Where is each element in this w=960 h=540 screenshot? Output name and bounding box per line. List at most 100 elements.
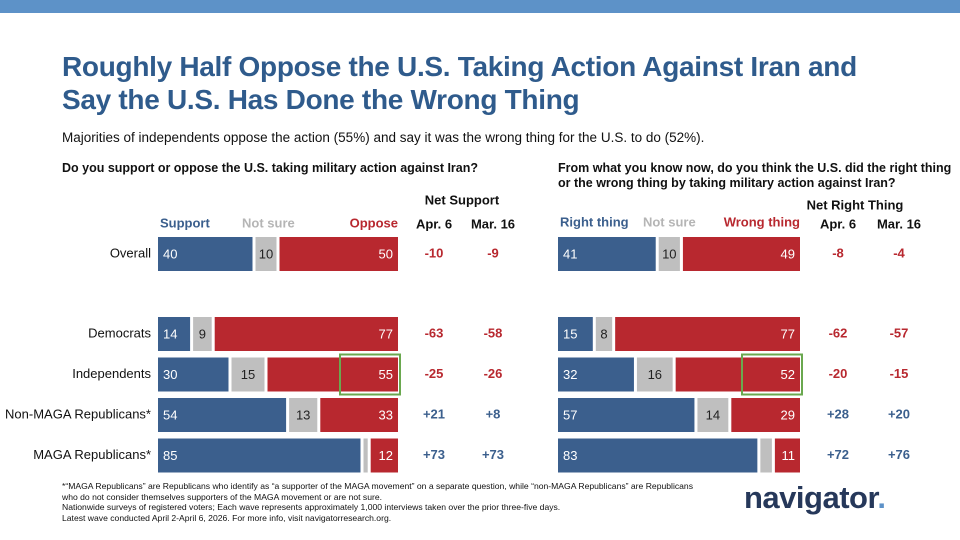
net-value: +8 bbox=[486, 406, 501, 421]
bar-segment bbox=[558, 398, 695, 432]
net-value: -58 bbox=[484, 325, 503, 340]
net-column-name: Mar. 16 bbox=[877, 216, 921, 231]
bar-label: 11 bbox=[782, 448, 796, 463]
subtitle: Majorities of independents oppose the ac… bbox=[62, 130, 705, 145]
bar-segment bbox=[279, 237, 398, 271]
net-value: +20 bbox=[888, 406, 910, 421]
footnote: Nationwide surveys of registered voters;… bbox=[62, 502, 561, 512]
bar-segment bbox=[231, 357, 265, 392]
net-value: +76 bbox=[888, 447, 910, 462]
question: Do you support or oppose the U.S. taking… bbox=[62, 161, 479, 175]
bar-label: 83 bbox=[563, 448, 577, 463]
bar-segment bbox=[558, 317, 593, 351]
bar-label: 55 bbox=[379, 367, 393, 382]
bar-label: 30 bbox=[163, 367, 177, 382]
bar-segment bbox=[636, 357, 673, 392]
bar-segment bbox=[193, 317, 212, 351]
category-label: Democrats bbox=[88, 325, 151, 340]
bar-segment bbox=[615, 317, 800, 351]
legend-label: Not sure bbox=[643, 214, 696, 229]
bar-segment bbox=[214, 317, 398, 351]
bar-label: 54 bbox=[163, 407, 177, 422]
bar-label: 15 bbox=[241, 367, 255, 382]
bar-label: 14 bbox=[163, 326, 177, 341]
logo-text: navigator bbox=[744, 480, 878, 515]
net-value: +73 bbox=[423, 447, 445, 462]
bar-segment bbox=[267, 357, 398, 392]
net-value: -10 bbox=[425, 245, 444, 260]
bar-label: 10 bbox=[662, 246, 676, 261]
legend-label: Not sure bbox=[242, 215, 295, 230]
net-column-name: Apr. 6 bbox=[416, 216, 452, 231]
bar-segment bbox=[774, 438, 800, 473]
bar-segment bbox=[675, 357, 800, 392]
question: From what you know now, do you think the… bbox=[558, 161, 952, 190]
bar-segment bbox=[658, 237, 680, 271]
net-column-name: Mar. 16 bbox=[471, 216, 515, 231]
logo: navigator. bbox=[744, 480, 886, 516]
bar-label: 49 bbox=[781, 246, 795, 261]
bar-segment bbox=[731, 398, 800, 432]
bar-segment bbox=[682, 237, 800, 271]
bar-label: 50 bbox=[379, 246, 393, 261]
net-value: -4 bbox=[893, 245, 905, 260]
net-value: -63 bbox=[425, 325, 444, 340]
legend-label: Right thing bbox=[560, 214, 629, 229]
bar-segment bbox=[255, 237, 277, 271]
highlight-box bbox=[741, 353, 803, 396]
bar-segment bbox=[158, 237, 253, 271]
bar-segment bbox=[158, 317, 191, 351]
bar-label: 52 bbox=[781, 367, 795, 382]
net-column-name: Apr. 6 bbox=[820, 216, 856, 231]
net-value: -15 bbox=[890, 366, 909, 381]
category-label: Non-MAGA Republicans* bbox=[5, 406, 151, 421]
net-value: +21 bbox=[423, 406, 445, 421]
bar-segment bbox=[697, 398, 729, 432]
highlight-box bbox=[339, 353, 401, 396]
bar-label: 32 bbox=[563, 367, 577, 382]
bar-label: 12 bbox=[379, 448, 393, 463]
bar-segment bbox=[158, 357, 229, 392]
net-value: -26 bbox=[484, 366, 503, 381]
bar-label: 29 bbox=[781, 407, 795, 422]
bar-label: 9 bbox=[199, 326, 206, 341]
bar-segment bbox=[760, 438, 772, 473]
bar-label: 10 bbox=[259, 246, 273, 261]
bar-segment bbox=[158, 438, 361, 473]
bar-label: 16 bbox=[648, 367, 662, 382]
bar-label: 77 bbox=[379, 326, 393, 341]
category-label: Independents bbox=[72, 366, 151, 381]
bar-label: 77 bbox=[781, 326, 795, 341]
bar-segment bbox=[320, 398, 398, 432]
bar-label: 14 bbox=[706, 407, 720, 422]
bar-label: 41 bbox=[563, 246, 577, 261]
bar-segment bbox=[158, 398, 287, 432]
legend-label: Oppose bbox=[350, 215, 398, 230]
bar-label: 57 bbox=[563, 407, 577, 422]
logo-dot: . bbox=[877, 480, 886, 515]
net-value: -20 bbox=[829, 366, 848, 381]
bar-label: 85 bbox=[163, 448, 177, 463]
title: Roughly Half Oppose the U.S. Taking Acti… bbox=[62, 51, 857, 115]
net-value: +28 bbox=[827, 406, 849, 421]
category-label: MAGA Republicans* bbox=[33, 447, 151, 462]
bar-segment bbox=[370, 438, 398, 473]
net-value: -25 bbox=[425, 366, 444, 381]
footnote: *“MAGA Republicans” are Republicans who … bbox=[62, 481, 694, 502]
bar-segment bbox=[595, 317, 613, 351]
net-value: +72 bbox=[827, 447, 849, 462]
legend-label: Support bbox=[160, 215, 210, 230]
net-value: +73 bbox=[482, 447, 504, 462]
bar-segment bbox=[558, 237, 656, 271]
bar-label: 8 bbox=[600, 326, 607, 341]
category-label: Overall bbox=[110, 245, 151, 260]
footnotes: *“MAGA Republicans” are Republicans who … bbox=[62, 481, 702, 523]
net-value: -62 bbox=[829, 325, 848, 340]
bar-segment bbox=[558, 357, 634, 392]
bar-segment bbox=[558, 438, 758, 473]
bar-segment bbox=[363, 438, 368, 473]
top-bar bbox=[0, 0, 960, 13]
bar-label: 13 bbox=[296, 407, 310, 422]
